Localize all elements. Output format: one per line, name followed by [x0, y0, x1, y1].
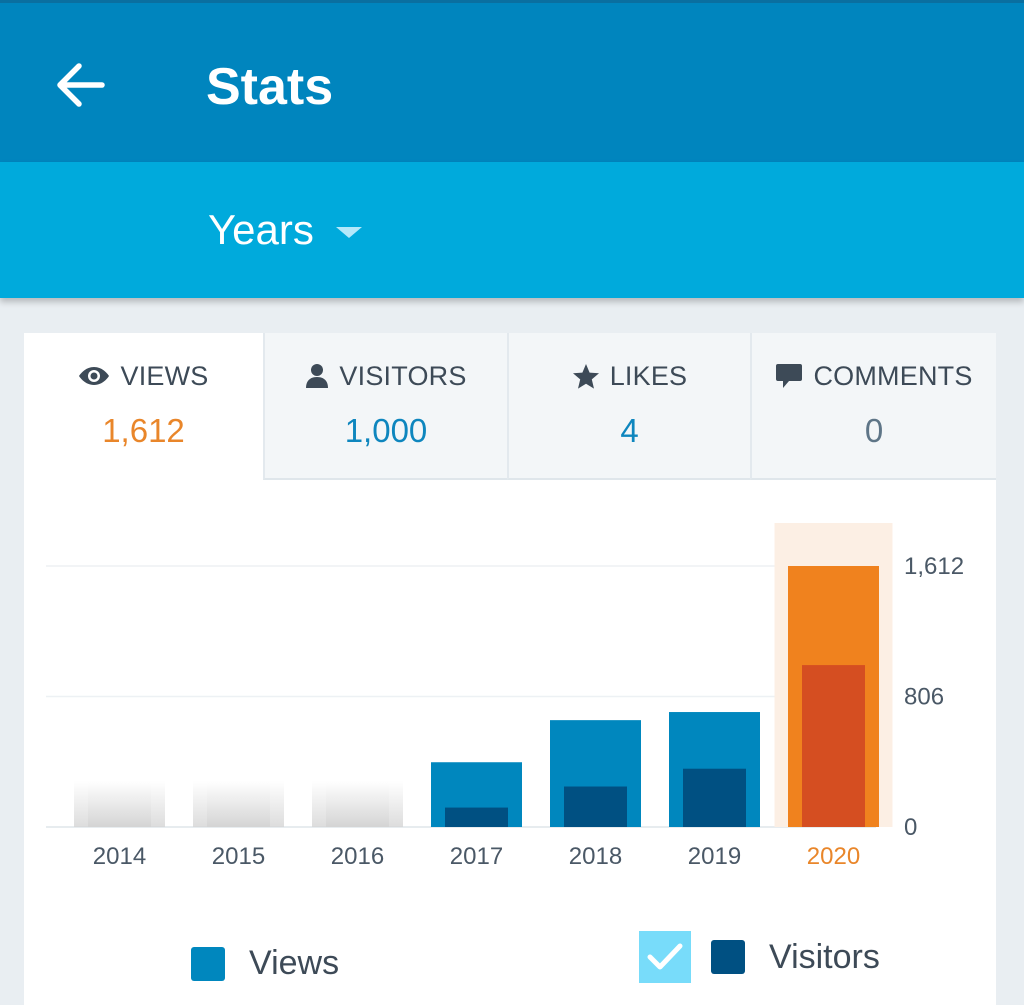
period-label: Years	[208, 206, 314, 253]
y-tick-label: 0	[904, 814, 917, 841]
tab-comments[interactable]: COMMENTS 0	[750, 333, 996, 480]
tab-value: 4	[620, 412, 639, 449]
bar-visitors	[683, 768, 746, 827]
chart-legend: Views Visitors	[24, 929, 996, 993]
period-dropdown[interactable]: Years	[208, 202, 362, 258]
empty-bar-inner	[88, 781, 151, 827]
tab-visitors[interactable]: VISITORS 1,000	[263, 333, 507, 480]
legend-swatch-views	[191, 946, 225, 981]
tab-value: 1,000	[344, 412, 428, 449]
tab-views[interactable]: VIEWS 1,612	[24, 333, 263, 480]
arrow-left-icon[interactable]	[48, 55, 112, 115]
app-bar: Stats	[0, 0, 1024, 162]
bar-visitors	[445, 807, 508, 827]
legend-views: Views	[191, 944, 339, 983]
empty-bar-inner	[207, 781, 270, 827]
x-tick-label: 2017	[450, 843, 503, 870]
page-title: Stats	[206, 58, 334, 116]
chart-svg: 2014 2015 2016 2017 2018 2019 2020 1,612 806 0	[46, 523, 964, 870]
x-tick-label: 2015	[212, 843, 265, 870]
comment-icon	[775, 362, 803, 390]
bar-visitors	[802, 665, 865, 827]
stats-tabs: VIEWS 1,612 VISITORS 1,000	[24, 333, 996, 480]
bar-visitors	[564, 786, 627, 827]
y-tick-label: 806	[904, 684, 944, 711]
x-tick-label: 2019	[688, 843, 741, 870]
caret-down-icon	[335, 226, 362, 238]
x-tick-label: 2020	[807, 843, 860, 870]
check-icon	[647, 943, 683, 970]
period-bar: Years	[0, 162, 1024, 298]
legend-visitors-label: Visitors	[769, 937, 880, 976]
stats-card: VIEWS 1,612 VISITORS 1,000	[24, 333, 996, 1005]
tab-label: LIKES	[609, 360, 688, 391]
y-tick-label: 1,612	[904, 553, 964, 580]
tab-label: VIEWS	[120, 360, 209, 391]
tab-value: 1,612	[102, 412, 185, 449]
star-icon	[572, 363, 600, 390]
empty-bar-inner	[326, 781, 389, 827]
person-icon	[305, 363, 329, 389]
x-tick-label: 2016	[331, 843, 384, 870]
views-chart: 2014 2015 2016 2017 2018 2019 2020 1,612 806 0	[24, 480, 996, 900]
tab-likes[interactable]: LIKES 4	[507, 333, 750, 480]
visitors-checkbox[interactable]	[639, 931, 691, 983]
x-tick-label: 2014	[93, 843, 146, 870]
legend-visitors[interactable]: Visitors	[639, 931, 880, 983]
legend-views-label: Views	[249, 944, 340, 982]
tab-label: COMMENTS	[813, 360, 973, 391]
x-tick-label: 2018	[569, 843, 622, 870]
eye-icon	[78, 365, 110, 387]
tab-label: VISITORS	[339, 360, 467, 391]
legend-swatch-visitors	[711, 940, 745, 974]
tab-value: 0	[864, 412, 884, 449]
